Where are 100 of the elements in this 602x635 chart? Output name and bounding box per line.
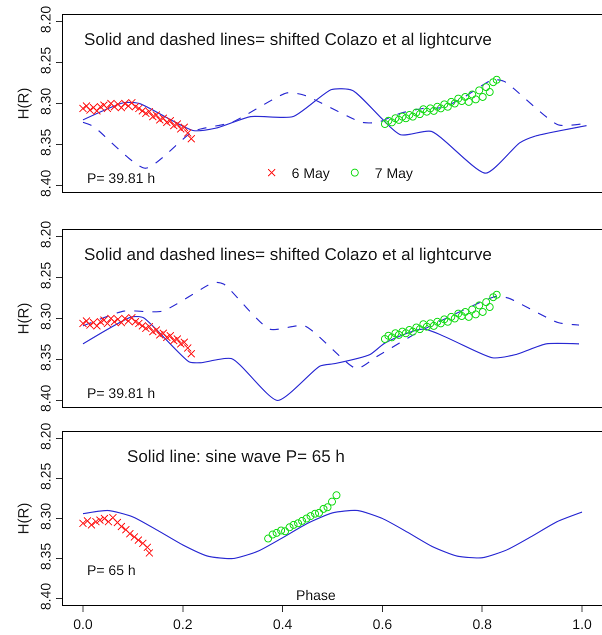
point [180, 338, 188, 346]
y-tick-label: 8.40 [37, 582, 54, 610]
point [134, 536, 142, 544]
point [286, 523, 294, 532]
point [126, 530, 134, 538]
point [419, 320, 428, 328]
point [447, 312, 456, 321]
point [277, 526, 286, 535]
point [450, 100, 459, 108]
point [489, 293, 498, 302]
point [398, 328, 406, 336]
x-tick-label: 0.6 [372, 616, 392, 632]
y-tick-label: 8.25 [37, 462, 54, 490]
point [332, 491, 340, 500]
point [489, 78, 498, 86]
point [187, 134, 196, 143]
point [433, 318, 442, 326]
point [306, 512, 315, 520]
point [298, 516, 306, 525]
point [430, 106, 438, 115]
point [426, 104, 434, 112]
point [402, 114, 410, 122]
x-tick-label: 0.8 [472, 616, 492, 632]
point [458, 97, 466, 106]
point [405, 326, 414, 334]
point [408, 112, 417, 121]
point [145, 548, 154, 557]
point [272, 528, 281, 537]
x-tick-label: 0.0 [73, 616, 93, 632]
point [173, 120, 182, 128]
point [450, 314, 459, 322]
y-tick-label: 8.20 [37, 422, 54, 450]
point [391, 329, 400, 338]
point [170, 336, 178, 345]
point [468, 305, 476, 314]
y-axis-title: H(R) [16, 302, 33, 334]
point [416, 110, 424, 118]
y-axis-title: H(R) [16, 88, 33, 120]
point [426, 319, 434, 328]
point [398, 112, 406, 121]
text: Solid and dashed lines= shifted Colazo et al lightcurve [84, 30, 492, 49]
annotation: P= 65 h [87, 562, 136, 578]
y-tick-label: 8.20 [37, 220, 54, 248]
point [184, 129, 192, 137]
point [320, 504, 328, 513]
y-tick-label: 8.30 [37, 502, 54, 530]
point [388, 333, 396, 342]
legend-label: 6 May [292, 165, 330, 182]
point [444, 102, 452, 111]
point [402, 329, 410, 338]
point [461, 308, 470, 316]
y-tick-label: 8.30 [37, 302, 54, 330]
point [388, 118, 396, 126]
point [180, 123, 188, 132]
point [268, 530, 277, 539]
y-tick-label: 8.20 [37, 6, 54, 34]
point [324, 503, 332, 512]
point [394, 116, 403, 124]
point [184, 344, 192, 352]
point [412, 324, 420, 332]
text: Solid and dashed lines= shifted Colazo et al lightcurve [84, 245, 492, 264]
point [264, 534, 272, 543]
annotation: P= 39.81 h [87, 170, 156, 186]
x-axis-title: Phase [296, 587, 336, 603]
point [176, 124, 185, 133]
point [380, 120, 389, 128]
point [380, 334, 389, 343]
point [430, 322, 438, 330]
text: Solid line: sine wave P= 65 h [127, 447, 345, 466]
point [454, 94, 462, 103]
point [444, 318, 452, 326]
y-tick-label: 8.40 [37, 170, 54, 197]
point [142, 109, 150, 118]
y-tick-label: 8.35 [37, 344, 54, 371]
y-tick-label: 8.35 [37, 128, 54, 156]
point [148, 112, 157, 121]
point [436, 104, 445, 112]
point [408, 328, 417, 336]
point [130, 532, 138, 541]
point [447, 98, 456, 106]
point [458, 312, 466, 320]
point [281, 527, 290, 536]
y-tick-label: 8.40 [37, 384, 54, 412]
point [122, 526, 130, 534]
point [315, 508, 324, 517]
point [405, 110, 414, 119]
point [117, 522, 126, 531]
point [134, 319, 143, 328]
point [475, 301, 484, 310]
point [416, 325, 424, 334]
x-tick-label: 1.0 [572, 616, 592, 632]
point [468, 90, 476, 98]
line-series [82, 510, 583, 560]
point [472, 310, 480, 318]
y-tick-label: 8.30 [37, 88, 54, 116]
point [173, 334, 182, 343]
point [482, 83, 490, 92]
point [419, 105, 428, 114]
legend-label: 7 May [374, 165, 413, 182]
point [187, 350, 196, 358]
